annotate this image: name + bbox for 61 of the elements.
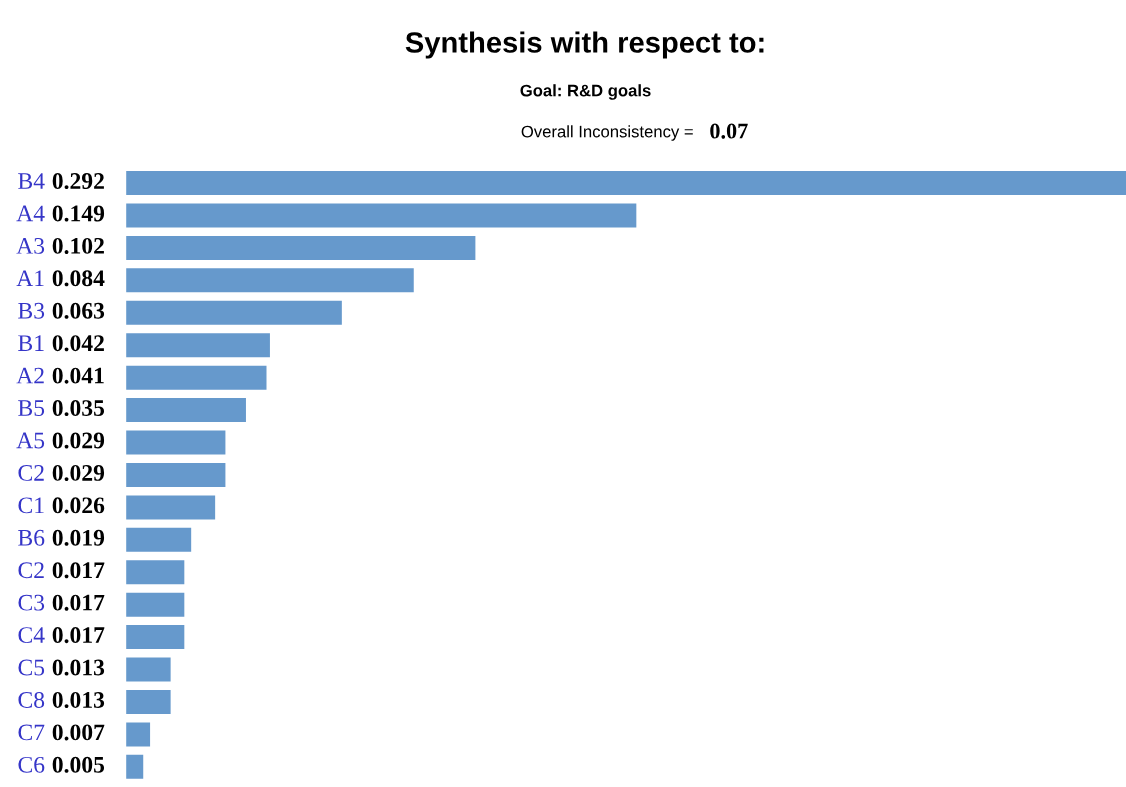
bar (126, 689, 171, 714)
bar (126, 398, 246, 423)
text: Overall Inconsistency = (521, 125, 693, 141)
data-label: 0.005 (52, 756, 105, 773)
y-tick-label: C5 (18, 659, 45, 676)
bar (126, 203, 637, 228)
y-tick-label: B5 (18, 400, 45, 416)
y-tick-label: A4 (16, 205, 45, 222)
bar (126, 754, 144, 779)
data-label: 0.035 (52, 400, 105, 417)
data-label: 0.029 (52, 432, 105, 449)
data-label: 0.292 (52, 173, 104, 190)
y-tick-label: A3 (16, 237, 45, 254)
bar (126, 462, 226, 487)
y-tick-label: A2 (16, 367, 44, 384)
bar (126, 625, 185, 650)
bar (126, 430, 226, 455)
data-label: 0.029 (52, 464, 105, 481)
y-tick-label: A1 (16, 270, 44, 287)
data-label: 0.063 (52, 302, 105, 319)
y-tick-label: C7 (18, 724, 45, 741)
chart-subtitle: Goal: R&D goals (520, 84, 651, 100)
y-tick-label: C4 (18, 627, 45, 644)
y-tick-label: C6 (18, 756, 45, 773)
bar (126, 235, 476, 260)
bar (126, 268, 414, 293)
bar (126, 171, 1126, 196)
data-label: 0.149 (52, 205, 105, 222)
bar (126, 657, 171, 682)
y-tick-label: B4 (18, 173, 45, 189)
y-tick-label: C2 (18, 465, 44, 481)
bar (126, 495, 216, 520)
bar (126, 365, 267, 390)
chart-title: Synthesis with respect to: (405, 31, 764, 59)
bar (126, 592, 185, 617)
bar (126, 722, 151, 747)
bar (126, 560, 185, 585)
data-label: 0.084 (52, 270, 105, 287)
y-tick-label: C1 (18, 497, 44, 514)
bar (126, 300, 342, 325)
bar (126, 527, 192, 552)
data-label: 0.102 (52, 237, 104, 254)
y-tick-label: B6 (18, 529, 45, 546)
y-tick-label: C8 (18, 691, 45, 708)
data-label: 0.013 (52, 691, 105, 708)
y-tick-label: A5 (16, 432, 45, 449)
data-label: 0.017 (52, 594, 105, 611)
y-tick-label: C2 (18, 562, 44, 579)
y-tick-label: B1 (18, 335, 44, 351)
y-tick-label: B3 (18, 302, 45, 319)
data-label: 0.013 (52, 659, 105, 676)
data-label: 0.019 (52, 529, 105, 546)
bar (126, 333, 270, 358)
data-label: 0.017 (52, 562, 105, 579)
text: 0.07 (710, 123, 748, 139)
data-label: 0.042 (52, 335, 104, 352)
data-label: 0.007 (52, 724, 105, 741)
data-label: 0.026 (52, 497, 105, 514)
y-tick-label: C3 (18, 594, 45, 611)
data-label: 0.017 (52, 627, 105, 644)
data-label: 0.041 (52, 367, 104, 384)
